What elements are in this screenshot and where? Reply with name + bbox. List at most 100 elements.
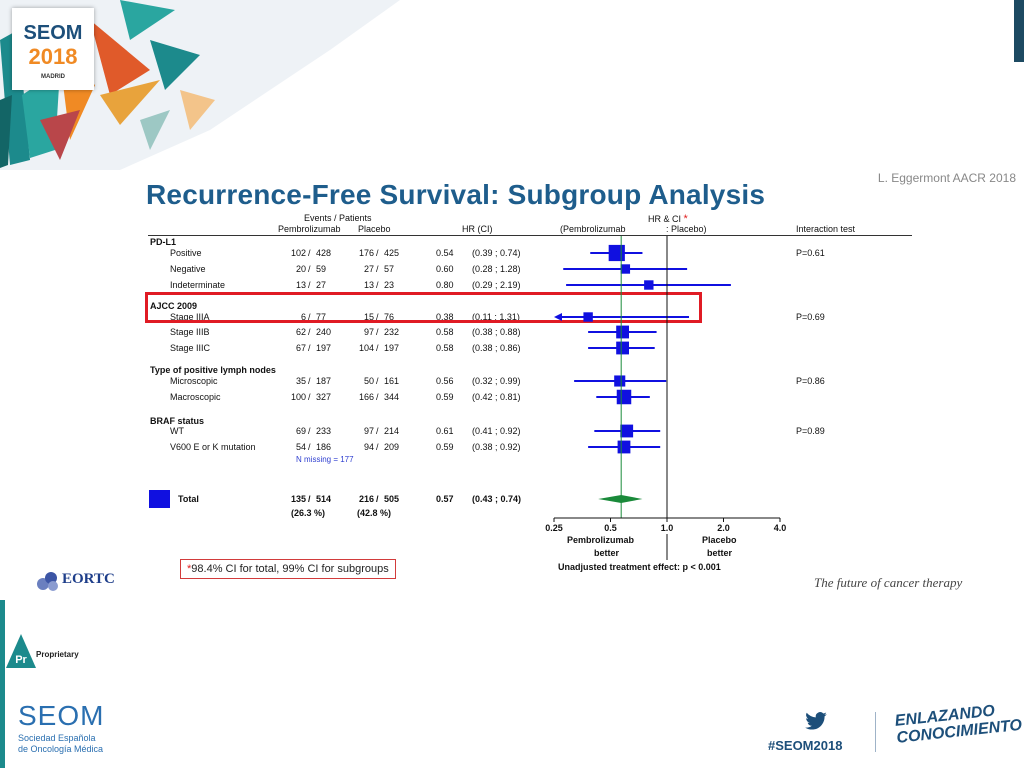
- pembro-patients: 27: [316, 280, 327, 290]
- pembro-direction-header: (Pembrolizumab: [560, 224, 626, 234]
- pembro-patients: 186: [316, 442, 332, 452]
- slash-divider: /: [376, 327, 379, 337]
- placebo-patients: 161: [384, 376, 400, 386]
- pembro-patients: 428: [316, 248, 332, 258]
- slash-divider: /: [376, 392, 379, 402]
- total-placebo-patients: 505: [384, 494, 400, 504]
- total-legend-square: [149, 490, 170, 508]
- pembro-events: 67: [295, 343, 306, 353]
- interaction-p-value: P=0.69: [796, 312, 825, 322]
- hr-point-square: [617, 440, 631, 454]
- slash-divider: /: [308, 327, 311, 337]
- placebo-patients: 232: [384, 327, 400, 337]
- confidence-interval: (0.29 ; 2.19): [472, 280, 521, 290]
- hazard-ratio: 0.59: [436, 442, 454, 452]
- placebo-events: 27: [363, 264, 374, 274]
- placebo-patients: 23: [384, 280, 395, 290]
- slash-divider: /: [376, 280, 379, 290]
- total-pembro-events: 135: [290, 494, 306, 504]
- hr-ci-column-header: HR (CI): [462, 224, 493, 234]
- seom-subtitle: Sociedad Española de Oncología Médica: [18, 733, 103, 755]
- hazard-ratio: 0.61: [436, 426, 454, 436]
- tagline: The future of cancer therapy: [814, 575, 963, 590]
- pembro-events: 69: [295, 426, 306, 436]
- hazard-ratio: 0.56: [436, 376, 454, 386]
- total-pembro-patients: 514: [316, 494, 332, 504]
- effect-note: Unadjusted treatment effect: p < 0.001: [558, 562, 721, 572]
- x-tick-label: 0.25: [545, 523, 563, 533]
- left-favor-label-2: better: [594, 548, 620, 558]
- placebo-patients: 214: [384, 426, 400, 436]
- placebo-events: 15: [363, 312, 374, 322]
- x-tick-label: 1.0: [661, 523, 674, 533]
- pembro-patients: 233: [316, 426, 332, 436]
- pembro-events: 62: [295, 327, 306, 337]
- footnote-text: 98.4% CI for total, 99% CI for subgroups: [191, 563, 389, 575]
- confidence-interval: (0.38 ; 0.86): [472, 343, 521, 353]
- proprietary-label: Proprietary: [36, 650, 79, 659]
- confidence-interval: (0.38 ; 0.88): [472, 327, 521, 337]
- missing-note: N missing = 177: [296, 455, 354, 464]
- left-favor-label-1: Pembrolizumab: [567, 535, 635, 545]
- x-tick-label: 0.5: [604, 523, 617, 533]
- total-pembro-percent: (26.3 %): [291, 508, 326, 518]
- slash-divider: /: [308, 280, 311, 290]
- subgroup-label: Macroscopic: [170, 392, 221, 402]
- hazard-ratio: 0.60: [436, 264, 454, 274]
- slash-divider: /: [308, 426, 311, 436]
- confidence-interval: (0.11 ; 1.31): [472, 312, 520, 322]
- footer-divider: [875, 712, 876, 752]
- ci-footnote: *98.4% CI for total, 99% CI for subgroup…: [180, 559, 396, 579]
- total-diamond: [598, 495, 643, 503]
- pembro-events: 6: [300, 312, 306, 322]
- total-confidence-interval: (0.43 ; 0.74): [472, 494, 522, 504]
- confidence-interval: (0.38 ; 0.92): [472, 442, 521, 452]
- x-tick-label: 2.0: [717, 523, 730, 533]
- interaction-p-value: P=0.61: [796, 248, 825, 258]
- subgroup-label: Stage IIIC: [170, 343, 211, 353]
- hr-point-square: [616, 389, 632, 405]
- slash-divider: /: [376, 248, 379, 258]
- interaction-p-value: P=0.86: [796, 376, 825, 386]
- right-favor-label-2: better: [707, 548, 733, 558]
- placebo-events: 94: [363, 442, 374, 452]
- subgroup-label: Stage IIIB: [170, 327, 210, 337]
- slash-divider: /: [308, 248, 311, 258]
- placebo-patients: 57: [384, 264, 395, 274]
- subgroup-label: Indeterminate: [170, 280, 226, 290]
- confidence-interval: (0.41 ; 0.92): [472, 426, 521, 436]
- placebo-events: 97: [363, 327, 374, 337]
- placebo-events: 50: [363, 376, 374, 386]
- logo-top-text: SEOM: [23, 22, 83, 44]
- right-edge-accent: [1014, 0, 1024, 62]
- pembro-events: 102: [290, 248, 306, 258]
- pembro-events: 35: [295, 376, 306, 386]
- hazard-ratio: 0.58: [436, 327, 454, 337]
- pembro-patients: 77: [316, 312, 327, 322]
- hr-point-square: [614, 375, 626, 387]
- placebo-patients: 197: [384, 343, 400, 353]
- subgroup-label: Negative: [170, 264, 206, 274]
- confidence-interval: (0.42 ; 0.81): [472, 392, 521, 402]
- pembro-patients: 187: [316, 376, 332, 386]
- hr-point-square: [620, 264, 631, 274]
- highlight-box: [145, 292, 702, 323]
- hr-point-square: [616, 341, 629, 355]
- slash-divider: /: [376, 426, 379, 436]
- slash-divider: /: [376, 494, 379, 504]
- events-header: Events / Patients: [304, 213, 372, 223]
- pembro-events: 100: [290, 392, 306, 402]
- seom2018-logo: SEOM 2018 MADRID: [12, 8, 94, 90]
- slash-divider: /: [308, 494, 311, 504]
- placebo-events: 97: [363, 426, 374, 436]
- pembro-column-header: Pembrolizumab: [278, 224, 341, 234]
- hr-point-square: [616, 325, 629, 339]
- hazard-ratio: 0.54: [436, 248, 454, 258]
- logo-city-text: MADRID: [41, 74, 65, 80]
- total-label: Total: [178, 494, 199, 504]
- placebo-patients: 76: [384, 312, 395, 322]
- x-tick-label: 4.0: [774, 523, 787, 533]
- right-favor-label-1: Placebo: [702, 535, 737, 545]
- pembro-patients: 327: [316, 392, 332, 402]
- slash-divider: /: [376, 442, 379, 452]
